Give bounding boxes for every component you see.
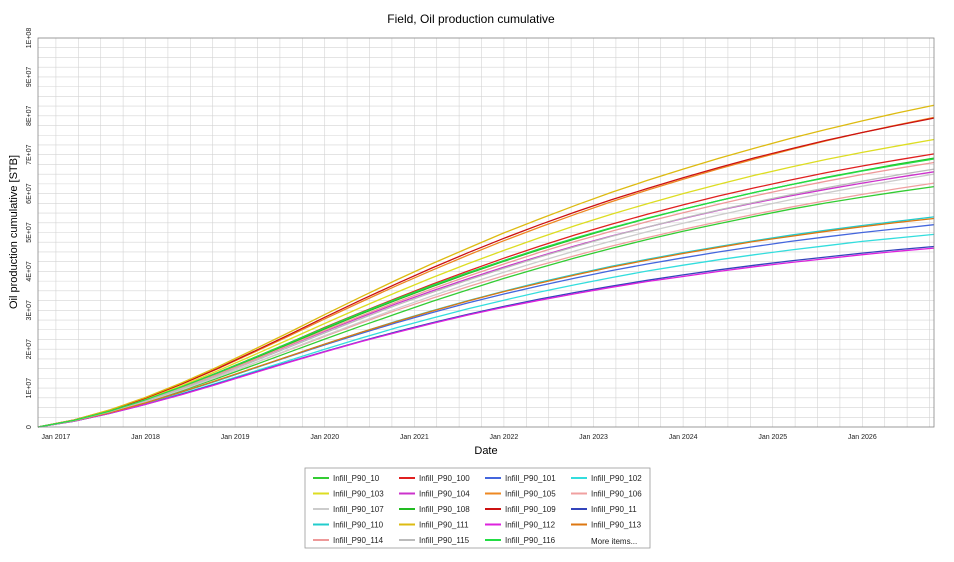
legend-label: Infill_P90_115 — [419, 536, 470, 545]
legend: Infill_P90_10 Infill_P90_100 Infill_P90_10… — [304, 467, 651, 549]
x-tick-label: Jan 2018 — [131, 434, 160, 441]
x-tick-label: Jan 2020 — [310, 434, 339, 441]
legend-label: Infill_P90_108 — [419, 505, 470, 514]
x-tick-label: Jan 2026 — [848, 434, 877, 441]
y-tick-label: 1E+08 — [26, 28, 33, 49]
legend-label: Infill_P90_103 — [333, 490, 384, 499]
grid — [38, 37, 934, 428]
legend-label: Infill_P90_107 — [333, 505, 384, 514]
y-tick-label: 7E+07 — [26, 144, 33, 165]
series-line — [37, 158, 935, 428]
legend-label: Infill_P90_100 — [419, 474, 470, 483]
y-tick-label: 8E+07 — [26, 105, 33, 126]
legend-items: Infill_P90_10 Infill_P90_100 Infill_P90_10… — [313, 474, 642, 545]
y-tick-label: 1E+07 — [26, 378, 33, 399]
series-line — [37, 104, 935, 428]
legend-label: Infill_P90_104 — [419, 490, 470, 499]
legend-more-items[interactable]: More items... — [591, 537, 637, 546]
legend-label: Infill_P90_105 — [505, 490, 556, 499]
legend-label: Infill_P90_109 — [505, 505, 556, 514]
y-tick-label: 2E+07 — [26, 339, 33, 360]
series-line — [37, 247, 935, 428]
legend-label: Infill_P90_111 — [419, 521, 469, 530]
y-tick-label: 4E+07 — [26, 261, 33, 282]
series-line — [37, 116, 935, 428]
y-axis-label: Oil production cumulative [STB] — [8, 155, 20, 309]
legend-label: Infill_P90_112 — [505, 521, 556, 530]
y-tick-label: 9E+07 — [26, 67, 33, 88]
x-axis-ticks: Jan 2017 Jan 2018 Jan 2019 Jan 2020 Jan 2021… — [42, 434, 877, 441]
series-line — [37, 117, 935, 428]
legend-label: Infill_P90_11 — [591, 505, 637, 514]
x-tick-label: Jan 2017 — [42, 434, 71, 441]
legend-label: Infill_P90_116 — [505, 536, 556, 545]
legend-label: Infill_P90_106 — [591, 490, 642, 499]
legend-label: Infill_P90_114 — [333, 536, 384, 545]
series-line — [37, 173, 935, 428]
series-line — [37, 161, 935, 428]
x-tick-label: Jan 2025 — [758, 434, 787, 441]
x-tick-label: Jan 2019 — [221, 434, 250, 441]
legend-label: Infill_P90_102 — [591, 474, 642, 483]
legend-label: Infill_P90_113 — [591, 521, 642, 530]
x-axis-label: Date — [474, 445, 497, 457]
y-tick-label: 3E+07 — [26, 300, 33, 321]
y-tick-label: 0 — [26, 425, 33, 429]
series-line — [37, 185, 935, 428]
legend-label: Infill_P90_101 — [505, 474, 556, 483]
legend-label: Infill_P90_10 — [333, 474, 380, 483]
x-tick-label: Jan 2024 — [669, 434, 698, 441]
legend-box — [304, 467, 651, 549]
x-tick-label: Jan 2023 — [579, 434, 608, 441]
y-tick-label: 5E+07 — [26, 222, 33, 243]
chart-title: Field, Oil production cumulative — [387, 12, 555, 26]
legend-label: Infill_P90_110 — [333, 521, 384, 530]
plot-frame — [37, 37, 935, 428]
x-tick-label: Jan 2021 — [400, 434, 429, 441]
series-line — [37, 217, 935, 428]
y-tick-label: 6E+07 — [26, 183, 33, 204]
series-line — [37, 138, 935, 428]
series-line — [37, 168, 935, 428]
x-tick-label: Jan 2022 — [490, 434, 519, 441]
series-layer — [37, 104, 935, 428]
y-axis-ticks: 0 1E+07 2E+07 3E+07 4E+07 5E+07 6E+07 7E+07 8E+0… — [26, 28, 33, 429]
